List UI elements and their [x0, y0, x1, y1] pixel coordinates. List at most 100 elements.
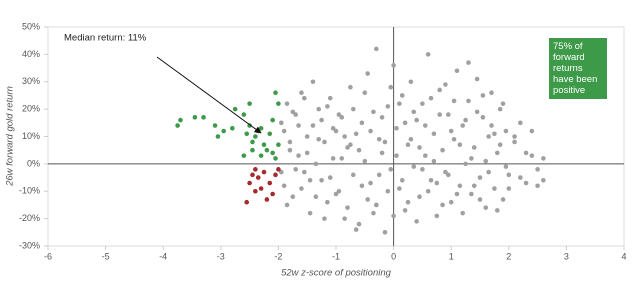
point: [474, 76, 480, 82]
point: [500, 197, 506, 202]
point: [345, 145, 350, 150]
point: [446, 112, 451, 117]
point: [382, 139, 388, 145]
point: [457, 142, 463, 148]
y-tick-label: -10%: [19, 186, 40, 196]
point: [273, 156, 278, 161]
point: [483, 158, 489, 164]
point: [382, 230, 388, 235]
point: [486, 169, 491, 175]
point: [365, 71, 370, 76]
point: [345, 205, 350, 210]
point: [492, 186, 497, 191]
point: [523, 180, 529, 186]
x-tick-label: -6: [44, 251, 52, 261]
point: [276, 101, 281, 106]
point: [348, 142, 353, 148]
point: [319, 178, 324, 183]
point: [385, 188, 391, 194]
point: [457, 183, 463, 189]
point: [258, 153, 264, 158]
point: [388, 84, 394, 90]
point: [422, 153, 428, 158]
point: [253, 167, 258, 172]
point: [276, 142, 281, 148]
point: [460, 123, 466, 128]
point: [247, 180, 252, 186]
point: [244, 199, 250, 205]
point: [299, 186, 304, 191]
point: [492, 131, 497, 137]
point: [512, 134, 517, 139]
point: [451, 98, 457, 104]
point: [411, 164, 417, 169]
point: [261, 142, 267, 148]
x-tick-label: -4: [159, 251, 167, 261]
point: [414, 219, 419, 224]
x-tick-label: 1: [449, 251, 454, 261]
point: [399, 93, 405, 98]
annotation-box: 75% of forward returns have been positiv…: [549, 38, 607, 99]
point: [278, 169, 284, 175]
point: [353, 227, 359, 232]
point: [281, 128, 287, 134]
point: [494, 208, 500, 213]
point: [399, 178, 405, 183]
point: [474, 109, 480, 115]
point: [431, 131, 437, 137]
point: [327, 175, 333, 180]
point: [483, 205, 489, 210]
point: [302, 169, 307, 175]
point: [541, 178, 546, 183]
point: [250, 172, 255, 178]
point: [284, 101, 290, 106]
point: [192, 115, 198, 120]
point: [440, 202, 445, 208]
point: [463, 117, 468, 123]
point: [201, 115, 206, 120]
point: [302, 95, 307, 101]
point: [258, 125, 264, 131]
point: [376, 172, 382, 178]
point: [417, 194, 422, 200]
point: [477, 175, 483, 180]
point: [503, 128, 509, 134]
y-tick-label: 0%: [27, 158, 40, 168]
point: [333, 128, 339, 134]
point: [518, 175, 523, 180]
point: [388, 167, 394, 172]
point: [443, 82, 448, 87]
point: [379, 150, 385, 156]
point: [350, 172, 356, 178]
point: [469, 191, 474, 197]
y-tick-label: -20%: [19, 213, 40, 223]
point: [368, 180, 373, 186]
point: [371, 109, 376, 115]
point: [397, 186, 402, 191]
point: [178, 117, 183, 123]
point: [541, 156, 546, 161]
point: [307, 210, 313, 216]
point: [440, 147, 445, 153]
annotation-arrow: [156, 56, 262, 134]
point: [215, 134, 221, 139]
point: [402, 208, 408, 213]
point: [414, 117, 419, 123]
point: [391, 213, 396, 219]
point: [333, 191, 339, 197]
point: [506, 172, 512, 178]
point: [529, 128, 535, 134]
point: [296, 123, 301, 128]
point: [293, 112, 298, 117]
point: [497, 142, 503, 148]
point: [316, 136, 322, 142]
point: [411, 109, 417, 115]
point: [325, 104, 330, 109]
annotation-text: Median return: 11%: [64, 33, 147, 44]
point: [417, 145, 422, 150]
point: [529, 153, 535, 158]
point: [330, 156, 336, 161]
point: [270, 117, 275, 123]
point: [230, 125, 235, 131]
point: [350, 106, 356, 112]
